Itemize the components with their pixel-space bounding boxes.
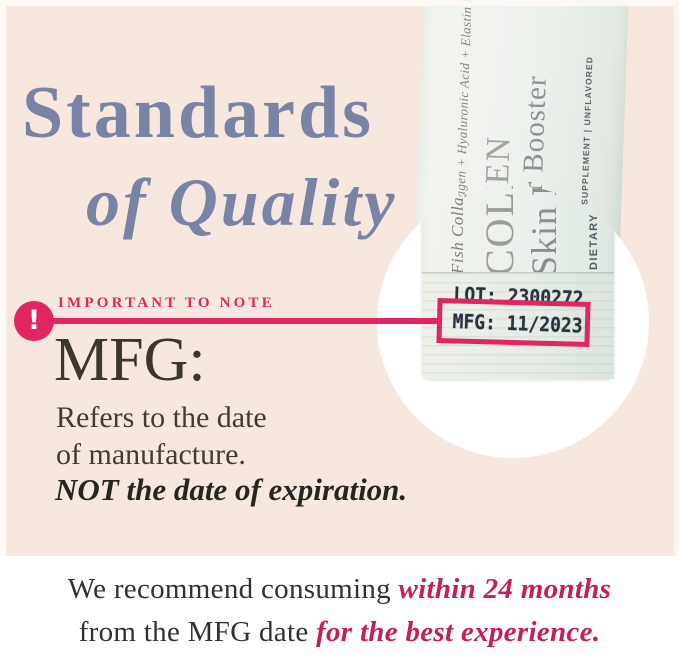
mfg-heading: MFG: <box>54 326 206 394</box>
connector-line <box>50 318 442 324</box>
magnified-product-subname: Skin Barrier Booster <box>524 186 564 276</box>
magnified-product-name: COLLAGEN <box>477 186 522 276</box>
packet-crimp-seal: LOT: 2300272 MFG: 11/2023 <box>422 272 614 379</box>
footer-line1-normal: We recommend consuming <box>67 573 399 605</box>
magnifier-circle: Fish Collagen + Hyaluronic Acid + Elasti… <box>377 186 649 458</box>
alert-badge: ! <box>14 301 54 341</box>
page-title-line2: of Quality <box>86 164 398 241</box>
footer-line1-highlight: within 24 months <box>398 573 612 605</box>
magnified-packet: Fish Collagen + Hyaluronic Acid + Elasti… <box>422 186 614 379</box>
exclamation-icon: ! <box>27 304 41 336</box>
footer-line2: from the MFG date for the best experienc… <box>0 611 679 654</box>
page-title-line1: Standards <box>22 71 374 154</box>
magnified-meta-text: DIETARY SUPPLEMENT | UNFLAVORED <box>588 186 600 270</box>
mfg-description-line1: Refers to the date <box>56 401 267 434</box>
footer-line2-highlight: for the best experience. <box>316 616 601 648</box>
important-note-label: IMPORTANT TO NOTE <box>58 295 275 311</box>
magnified-ingredients-text: Fish Collagen + Hyaluronic Acid + Elasti… <box>448 186 468 274</box>
mfg-highlight-box <box>436 298 591 347</box>
footer-line1: We recommend consuming within 24 months <box>0 568 679 611</box>
mfg-description-line2: of manufacture. <box>56 438 246 471</box>
footer-line2-normal: from the MFG date <box>78 616 317 648</box>
mfg-description: Refers to the date of manufacture. <box>56 399 267 473</box>
mfg-emphasis: NOT the date of expiration. <box>55 472 408 507</box>
footer-band: We recommend consuming within 24 months … <box>0 556 679 655</box>
